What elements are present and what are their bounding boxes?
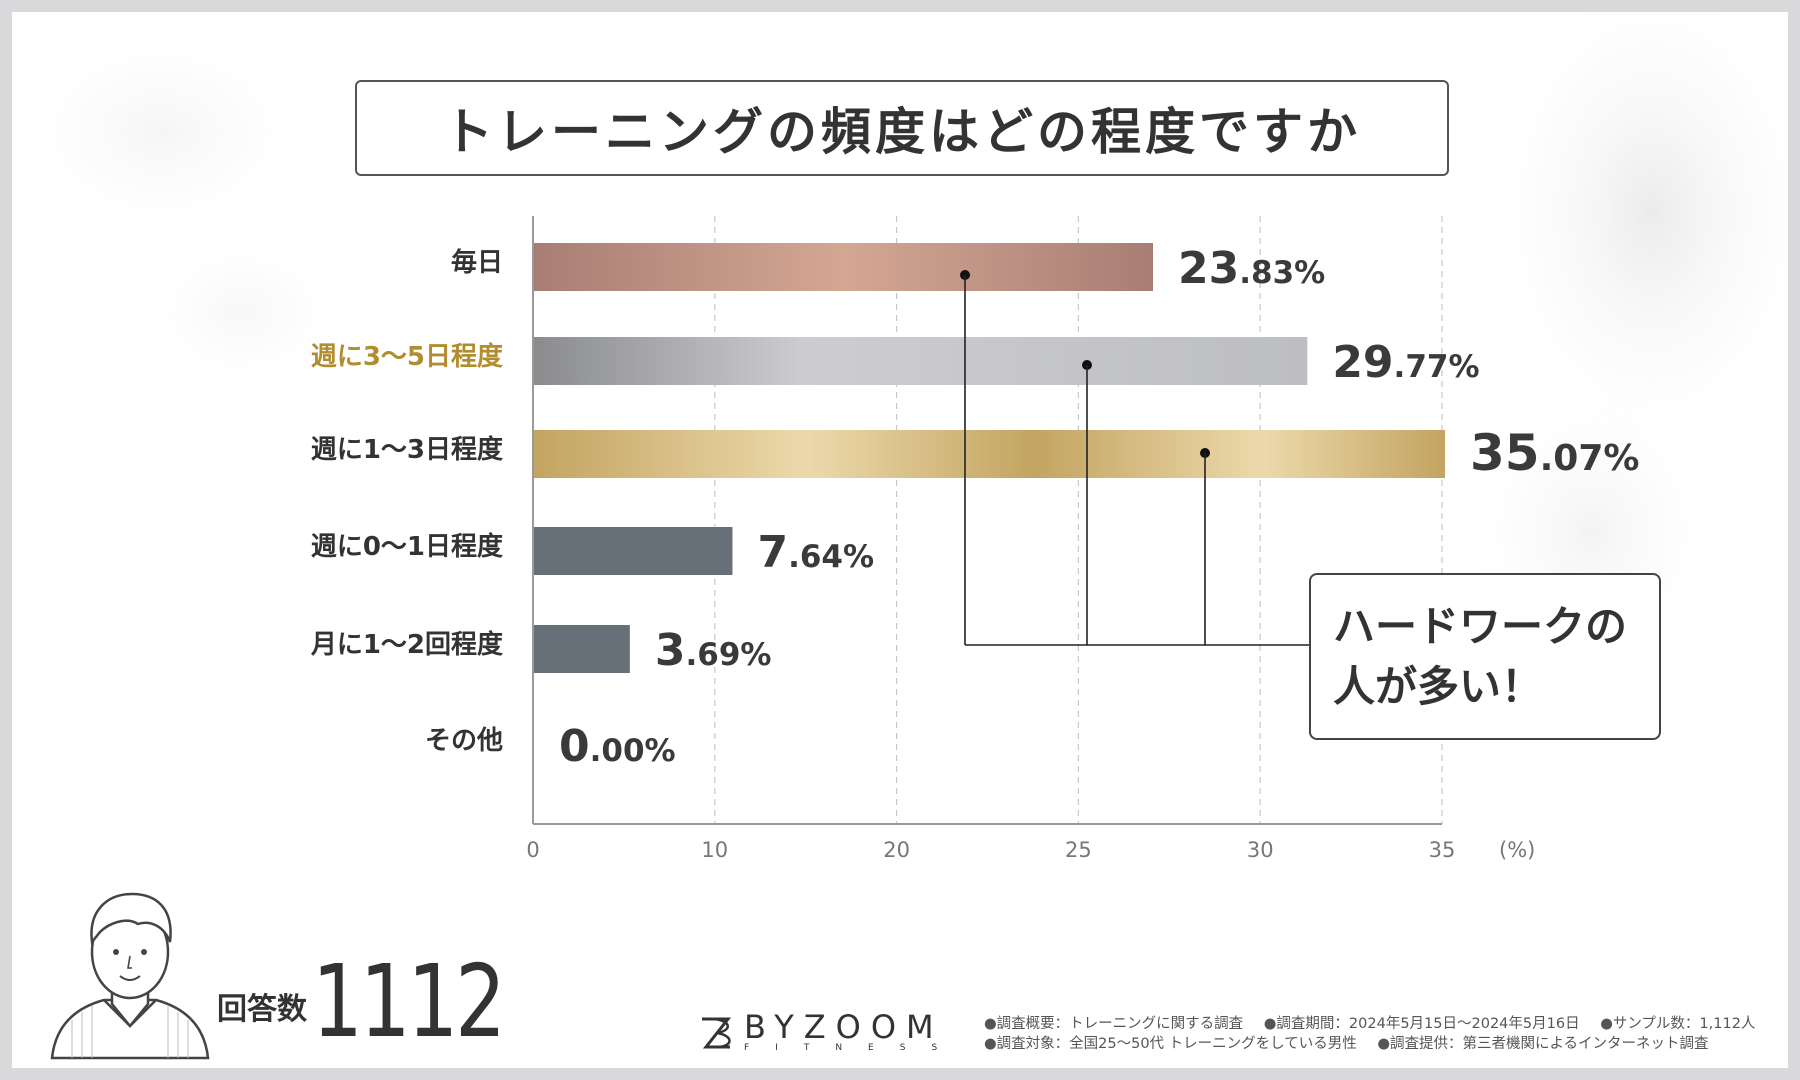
logo-name: BYZOOM (744, 1008, 944, 1046)
bar-chart: 0 10 20 25 30 35 (%) 毎日週に3～5日程度週に1～3日程度週に0～1日程… (310, 216, 1639, 862)
bars (534, 243, 1445, 673)
x-tick-label: 35 (1429, 838, 1456, 862)
notes-row-2: ●調査対象：全国25～50代 トレーニングをしている男性 ●調査提供：第三者機関… (984, 1034, 1771, 1054)
value-labels: 23.83%29.77% 35.07% 7.64% 3.69% 0.00% (559, 243, 1639, 772)
value-label: 23.83% (1178, 243, 1325, 294)
value-label: 35.07% (1470, 424, 1639, 482)
person-icon (50, 892, 210, 1060)
note-item: ●サンプル数：1,112人 (1600, 1016, 1756, 1032)
x-tick-labels: 0 10 20 25 30 35 (%) (526, 838, 1535, 862)
logo-subtitle: FITNESS (744, 1043, 964, 1053)
notes-row-1: ●調査概要：トレーニングに関する調査 ●調査期間：2024年5月15日～2024… (984, 1014, 1771, 1034)
x-tick-label: 20 (883, 838, 910, 862)
category-label: その他 (425, 726, 503, 756)
bar (534, 527, 733, 575)
value-label: 29.77% (1332, 337, 1479, 388)
bar (534, 625, 630, 673)
bar (534, 243, 1154, 291)
value-label: 0.00% (559, 721, 676, 772)
value-label: 3.69% (655, 625, 772, 676)
note-item: ●調査期間：2024年5月15日～2024年5月16日 (1263, 1016, 1580, 1032)
x-tick-label: 30 (1247, 838, 1274, 862)
survey-notes: ●調査概要：トレーニングに関する調査 ●調査期間：2024年5月15日～2024… (984, 1014, 1771, 1054)
bar (534, 430, 1445, 478)
value-label: 7.64% (757, 527, 874, 578)
callout-connectors (960, 270, 1309, 646)
note-item: ●調査対象：全国25～50代 トレーニングをしている男性 (984, 1036, 1357, 1052)
x-axis-unit: (%) (1499, 838, 1535, 862)
callout-box: ハードワークの 人が多い！ (1309, 573, 1661, 740)
respondents-count: 1112 (312, 943, 506, 1060)
category-label: 毎日 (451, 248, 503, 278)
respondents-label: 回答数 (217, 992, 307, 1027)
category-label: 週に0～1日程度 (311, 531, 503, 562)
callout-line-2: 人が多い！ (1333, 661, 1544, 711)
brand-logo: BYZOOM FITNESS (698, 1008, 964, 1054)
page-title: トレーニングの頻度はどの程度ですか (443, 103, 1361, 161)
category-label: 月に1～2回程度 (310, 629, 503, 660)
x-tick-label: 25 (1065, 838, 1092, 862)
note-item: ●調査概要：トレーニングに関する調査 (984, 1016, 1244, 1032)
callout-line-1: ハードワークの (1333, 601, 1628, 651)
infographic-card: トレーニングの頻度はどの程度ですか 0 10 20 25 30 35 (%) 毎日週に3～5… (12, 12, 1788, 1068)
x-tick-label: 0 (526, 838, 539, 862)
category-label: 週に3～5日程度 (311, 341, 503, 372)
grid-lines (714, 216, 1443, 824)
bar (534, 337, 1308, 385)
x-tick-label: 10 (701, 838, 728, 862)
logo-mark-icon (702, 1017, 732, 1049)
category-label: 週に1～3日程度 (311, 434, 503, 465)
title-box: トレーニングの頻度はどの程度ですか (355, 80, 1449, 176)
note-item: ●調査提供：第三者機関によるインターネット調査 (1377, 1036, 1709, 1052)
